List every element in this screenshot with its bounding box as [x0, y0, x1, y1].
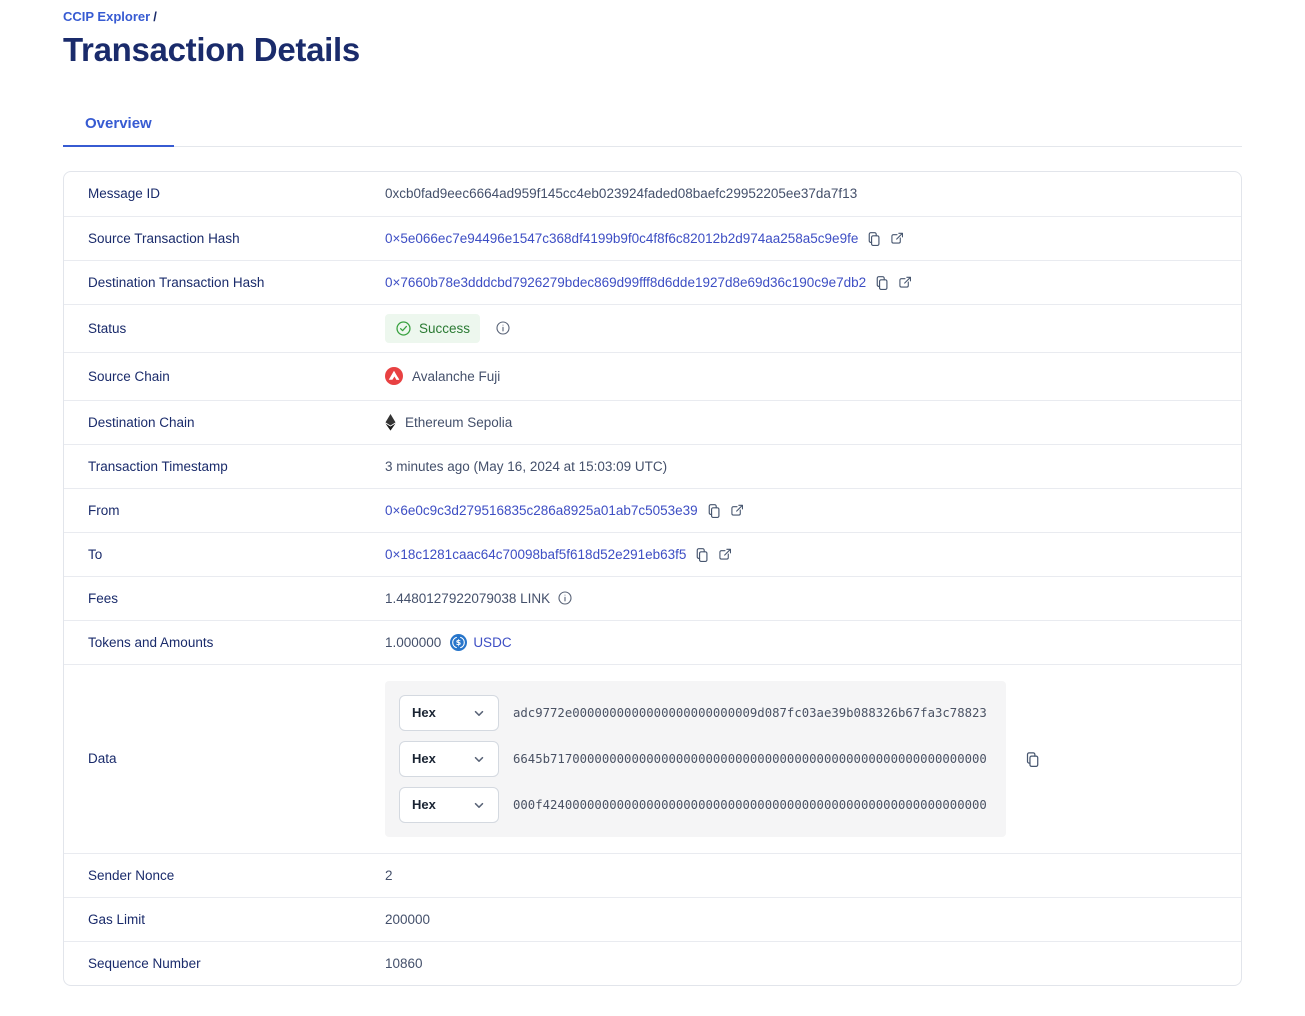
external-link-icon[interactable] [729, 502, 745, 518]
destination-chain-name: Ethereum Sepolia [405, 414, 513, 430]
row-label: From [88, 502, 120, 518]
tab-overview[interactable]: Overview [63, 115, 174, 147]
external-link-icon[interactable] [897, 274, 913, 290]
chevron-down-icon [472, 798, 486, 812]
row-label: Transaction Timestamp [88, 458, 228, 474]
hex-format-select[interactable]: Hex [399, 786, 499, 823]
status-badge-label: Success [419, 320, 471, 336]
hex-format-label: Hex [412, 705, 436, 721]
row-to: To 0×18c1281caac64c70098baf5f618d52e291e… [64, 531, 1241, 576]
row-source-tx-hash: Source Transaction Hash 0×5e066ec7e94496… [64, 215, 1241, 260]
page-title: Transaction Details [63, 31, 360, 68]
source-chain-value: Avalanche Fuji [385, 367, 501, 386]
source-chain-name: Avalanche Fuji [412, 368, 501, 384]
data-section: Hex adc9772e0000000000000000000000009d08… [385, 680, 1041, 837]
row-transaction-timestamp: Transaction Timestamp 3 minutes ago (May… [64, 443, 1241, 488]
row-status: Status Success [64, 303, 1241, 352]
row-data: Data Hex adc9772e00000000000000000000000… [64, 663, 1241, 853]
row-fees: Fees 1.4480127922079038 LINK [64, 575, 1241, 620]
usdc-icon: $ [450, 633, 468, 651]
hex-format-select[interactable]: Hex [399, 694, 499, 731]
check-circle-icon [396, 321, 411, 336]
gas-limit-value: 200000 [385, 911, 431, 927]
row-label: Data [88, 751, 117, 767]
row-label: To [88, 546, 103, 562]
row-label: Destination Chain [88, 414, 195, 430]
ethereum-icon [385, 413, 396, 431]
copy-icon[interactable] [705, 502, 722, 519]
sender-nonce-value: 2 [385, 867, 393, 883]
sequence-number-value: 10860 [385, 955, 423, 971]
avalanche-icon [385, 367, 403, 386]
timestamp-value: 3 minutes ago (May 16, 2024 at 15:03:09 … [385, 458, 668, 474]
copy-icon[interactable] [693, 546, 710, 563]
row-label: Gas Limit [88, 911, 146, 927]
token-amount: 1.000000 [385, 634, 442, 650]
row-label: Sequence Number [88, 955, 201, 971]
status-badge: Success [385, 313, 481, 343]
breadcrumb-separator: / [153, 9, 157, 24]
source-tx-hash-link[interactable]: 0×5e066ec7e94496e1547c368df4199b9f0c4f8f… [385, 230, 859, 246]
row-from: From 0×6e0c9c3d279516835c286a8925a01ab7c… [64, 487, 1241, 532]
row-sender-nonce: Sender Nonce 2 [64, 852, 1241, 897]
svg-text:$: $ [456, 638, 461, 647]
data-line: Hex 000f42400000000000000000000000000000… [399, 786, 992, 823]
transaction-details-card: Message ID 0xcb0fad9eec6664ad959f145cc4e… [63, 170, 1242, 986]
row-destination-chain: Destination Chain Ethereum Sepolia [64, 399, 1241, 444]
row-sequence-number: Sequence Number 10860 [64, 940, 1241, 985]
token-link-usdc[interactable]: $ USDC [450, 633, 512, 651]
copy-icon[interactable] [1023, 750, 1041, 768]
tab-bar: Overview [63, 115, 1242, 147]
data-hex-value: 000f424000000000000000000000000000000000… [513, 797, 987, 812]
row-label: Fees [88, 590, 119, 606]
hex-format-label: Hex [412, 751, 436, 767]
row-label: Sender Nonce [88, 867, 175, 883]
from-address-link[interactable]: 0×6e0c9c3d279516835c286a8925a01ab7c5053e… [385, 502, 698, 518]
hex-format-select[interactable]: Hex [399, 740, 499, 777]
external-link-icon[interactable] [889, 230, 905, 246]
row-message-id: Message ID 0xcb0fad9eec6664ad959f145cc4e… [64, 172, 1241, 216]
info-icon[interactable] [557, 590, 573, 606]
row-gas-limit: Gas Limit 200000 [64, 896, 1241, 941]
hex-format-label: Hex [412, 797, 436, 813]
destination-tx-hash-link[interactable]: 0×7660b78e3dddcbd7926279bdec869d99fff8d6… [385, 274, 867, 290]
copy-icon[interactable] [873, 274, 890, 291]
row-label: Destination Transaction Hash [88, 274, 265, 290]
row-label: Source Transaction Hash [88, 230, 240, 246]
row-source-chain: Source Chain Avalanche Fuji [64, 351, 1241, 400]
data-hex-value: 6645b71700000000000000000000000000000000… [513, 751, 987, 766]
row-label: Message ID [88, 186, 161, 202]
chevron-down-icon [472, 752, 486, 766]
row-label: Status [88, 320, 127, 336]
to-address-link[interactable]: 0×18c1281caac64c70098baf5f618d52e291eb63… [385, 546, 687, 562]
external-link-icon[interactable] [717, 546, 733, 562]
row-destination-tx-hash: Destination Transaction Hash 0×7660b78e3… [64, 259, 1241, 304]
row-label: Source Chain [88, 368, 170, 384]
info-icon[interactable] [495, 320, 511, 336]
row-tokens-and-amounts: Tokens and Amounts 1.000000 $ USDC [64, 619, 1241, 664]
breadcrumb-ccip-explorer-link[interactable]: CCIP Explorer [63, 9, 151, 24]
data-box: Hex adc9772e0000000000000000000000009d08… [385, 680, 1006, 837]
chevron-down-icon [472, 706, 486, 720]
data-line: Hex adc9772e0000000000000000000000009d08… [399, 694, 992, 731]
token-symbol: USDC [473, 634, 512, 650]
message-id-value: 0xcb0fad9eec6664ad959f145cc4eb023924fade… [385, 186, 858, 202]
destination-chain-value: Ethereum Sepolia [385, 413, 513, 431]
data-line: Hex 6645b7170000000000000000000000000000… [399, 740, 992, 777]
breadcrumb: CCIP Explorer / [63, 8, 1242, 24]
copy-icon[interactable] [865, 230, 882, 247]
row-label: Tokens and Amounts [88, 634, 214, 650]
fees-value: 1.4480127922079038 LINK [385, 590, 551, 606]
data-hex-value: adc9772e0000000000000000000000009d087fc0… [513, 705, 987, 720]
